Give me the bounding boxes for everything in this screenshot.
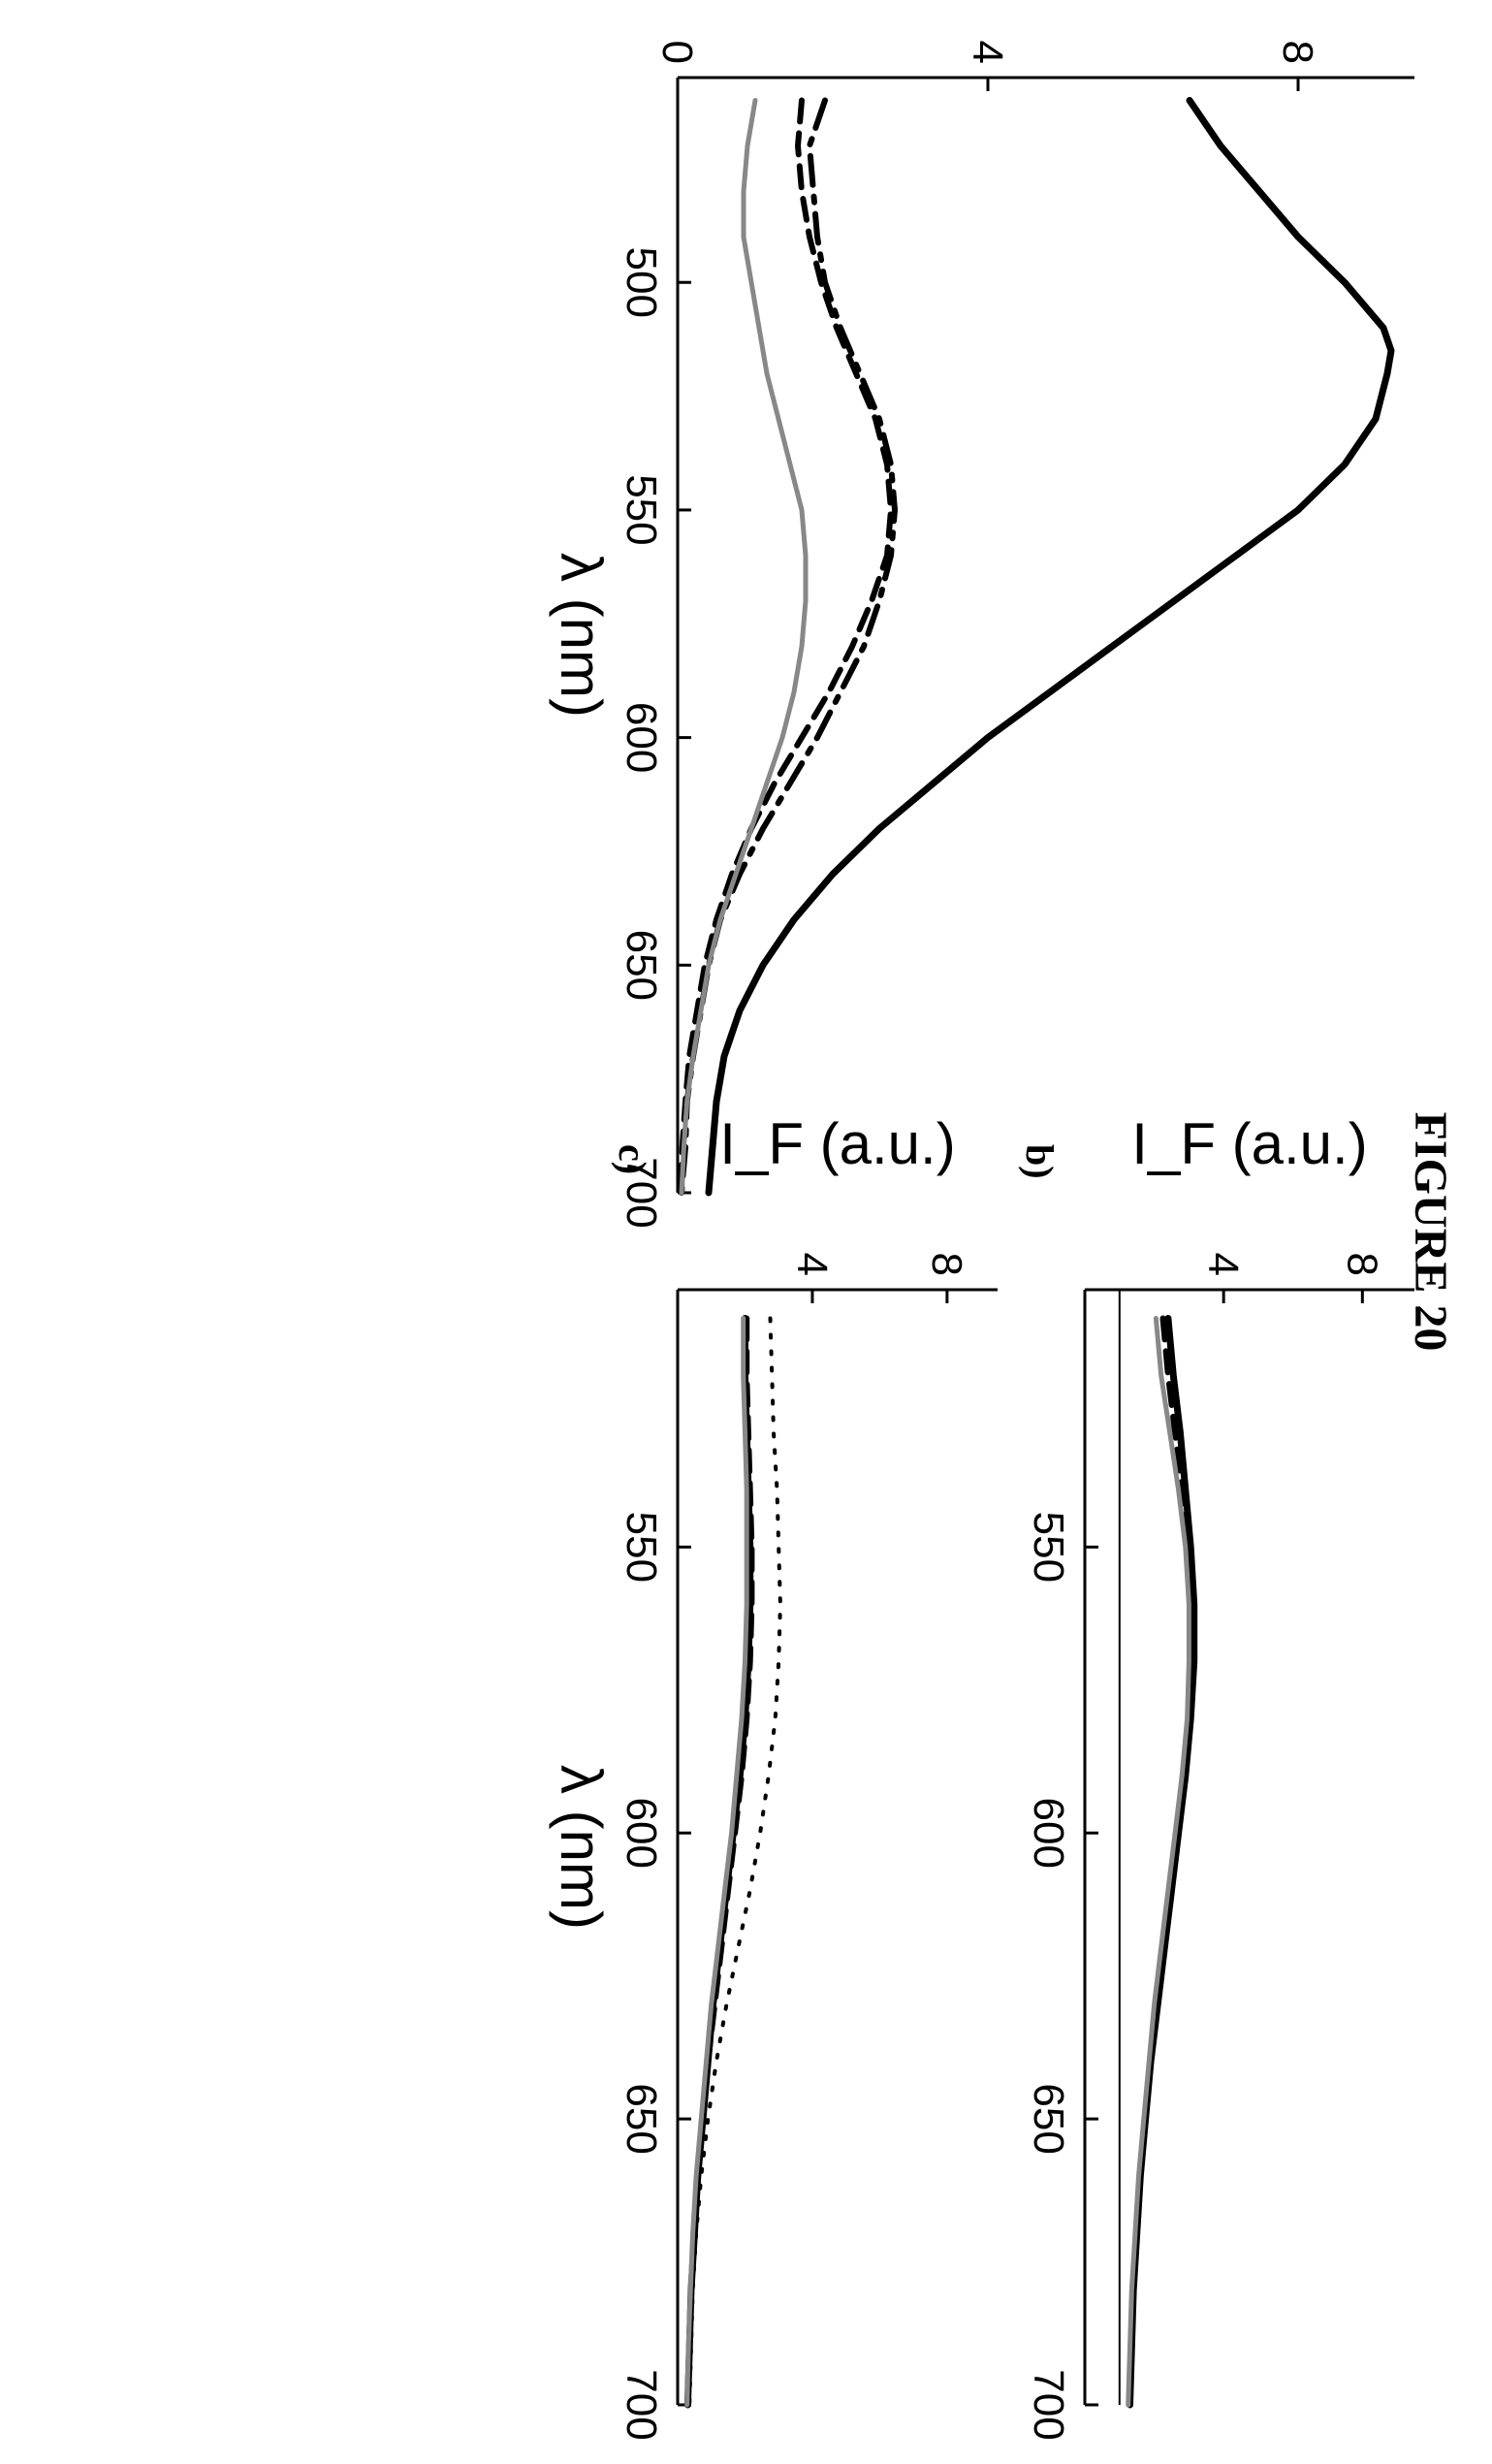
x-tick-label: 650	[618, 930, 665, 1001]
x-tick-label: 650	[618, 2083, 665, 2154]
x-tick-label: 700	[618, 2369, 665, 2440]
x-axis-label: λ (nm)	[549, 1765, 614, 1930]
y-axis-label: I_F (a.u.)	[1131, 1111, 1367, 1176]
x-tick-label: 600	[618, 702, 665, 773]
y-tick-label: 4	[788, 1253, 836, 1276]
x-tick-label: 500	[618, 247, 665, 318]
figure-caption: FIGURE 20	[1405, 1112, 1456, 1352]
series-line-solid-gray	[684, 1316, 749, 2408]
series-line-dashed-black	[679, 97, 894, 1196]
x-tick-label: 700	[1025, 2369, 1072, 2440]
x-tick-label: 600	[1025, 1798, 1072, 1869]
x-tick-label: 600	[618, 1798, 665, 1869]
series-line-dashed-black	[1127, 1315, 1194, 2408]
panel-letter: b)	[1018, 1144, 1062, 1179]
series-line-solid-gray	[679, 98, 809, 1196]
panel-c: 550 600 650 700 4 8 λ (nm) I_F (a.u.) c)	[549, 1111, 998, 2441]
y-tick-label: 8	[1338, 1253, 1385, 1276]
x-tick-label: 550	[618, 474, 665, 545]
y-tick-label: 4	[964, 41, 1011, 64]
series-line-solid-gray	[1126, 1316, 1191, 2408]
x-tick-label: 550	[1025, 1512, 1072, 1583]
panel-letter: c)	[611, 1144, 654, 1174]
x-tick-label: 650	[1025, 2083, 1072, 2154]
x-axis-label: λ (nm)	[549, 553, 614, 718]
y-axis-label: I_F (a.u.)	[719, 1111, 955, 1176]
series-line-solid-black	[705, 97, 1395, 1197]
series-line-solid-black	[1127, 1315, 1198, 2409]
y-tick-label: 0	[653, 41, 701, 64]
y-tick-label: 4	[1199, 1253, 1247, 1276]
x-tick-label: 700	[618, 1157, 665, 1228]
series-line-dotted-black	[687, 1316, 782, 2407]
series-line-dash-dot-black	[679, 97, 898, 1196]
y-tick-label: 8	[923, 1253, 970, 1276]
x-tick-label: 550	[618, 1512, 665, 1583]
panel-b: 550 600 650 700 4 8 I_F (a.u.) b)	[1018, 1111, 1414, 2441]
series-line-solid-black	[683, 1315, 754, 2409]
y-tick-label: 8	[1274, 41, 1321, 64]
